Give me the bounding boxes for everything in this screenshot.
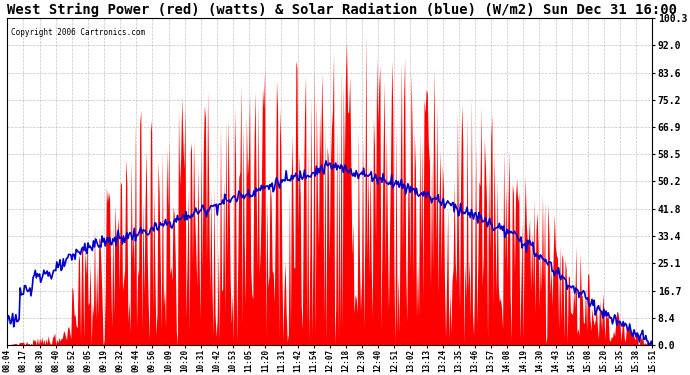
Text: West String Power (red) (watts) & Solar Radiation (blue) (W/m2) Sun Dec 31 16:00: West String Power (red) (watts) & Solar … — [8, 3, 678, 17]
Text: Copyright 2006 Cartronics.com: Copyright 2006 Cartronics.com — [10, 28, 145, 37]
